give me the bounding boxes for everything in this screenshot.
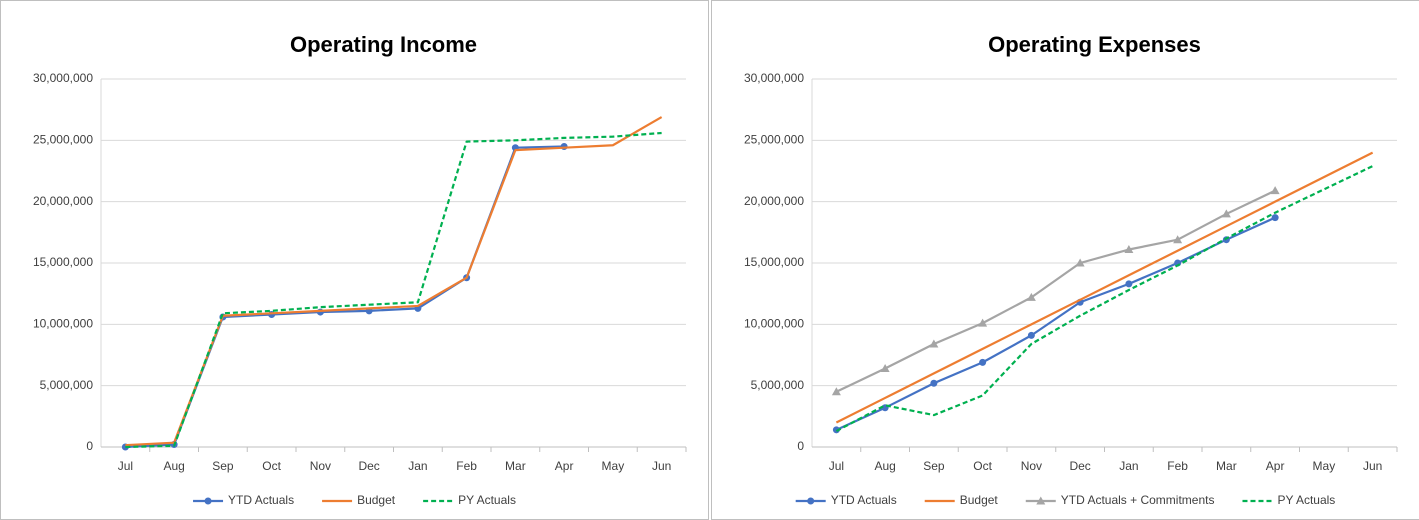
x-tick-label: Jul [829, 459, 844, 473]
y-tick-label: 25,000,000 [744, 133, 804, 147]
series-line [835, 189, 1276, 393]
point [1173, 235, 1183, 244]
chart-panel: Operating Income 0 5,000,000 10,000,000 15,0… [0, 0, 709, 520]
x-tick-label: Aug [874, 459, 895, 473]
x-tick-label: Nov [1021, 459, 1042, 473]
y-tick-label: 0 [797, 439, 804, 453]
x-tick-label: Dec [358, 459, 379, 473]
chart: Operating Income 0 5,000,000 10,000,000 15,0… [33, 32, 687, 507]
point [979, 358, 987, 366]
x-tick-label: Jun [652, 459, 671, 473]
y-tick-label: 15,000,000 [33, 255, 93, 269]
legend-label: PY Actuals [1277, 493, 1335, 507]
y-tick-label: 0 [86, 439, 93, 453]
point [978, 318, 988, 327]
point [1125, 280, 1133, 288]
point [930, 379, 938, 387]
x-tick-label: Feb [456, 459, 477, 473]
y-tick-label: 20,000,000 [744, 194, 804, 208]
y-tick-label: 30,000,000 [744, 71, 804, 85]
x-tick-label: Oct [973, 459, 992, 473]
x-tick-label: Jan [408, 459, 427, 473]
legend-item: PY Actuals [1242, 493, 1335, 507]
point [831, 387, 841, 396]
legend-label: YTD Actuals [228, 493, 294, 507]
y-tick-label: 20,000,000 [33, 194, 93, 208]
point [929, 339, 939, 348]
legend-marker [1036, 496, 1046, 505]
legend-item: YTD Actuals [795, 493, 897, 507]
x-tick-label: Feb [1167, 459, 1188, 473]
point [1124, 245, 1134, 254]
x-tick-label: Apr [555, 459, 574, 473]
point [1221, 209, 1231, 218]
legend-item: YTD Actuals [193, 493, 294, 507]
x-tick-label: Jun [1363, 459, 1382, 473]
point [1026, 292, 1036, 301]
x-tick-label: May [602, 459, 625, 473]
x-tick-label: Jan [1119, 459, 1138, 473]
chart-title: Operating Income [290, 32, 477, 57]
y-tick-label: 5,000,000 [40, 378, 94, 392]
y-tick-label: 25,000,000 [33, 133, 93, 147]
legend-label: PY Actuals [458, 493, 516, 507]
x-tick-label: May [1313, 459, 1336, 473]
series-line [125, 145, 565, 449]
legend: YTD Actuals Budget YTD Actuals + Commitmen… [795, 493, 1335, 507]
legend-item: YTD Actuals + Commitments [1025, 493, 1215, 507]
legend-item: PY Actuals [423, 493, 516, 507]
x-tick-label: Sep [212, 459, 234, 473]
series-line [125, 116, 663, 447]
legend-item: Budget [322, 493, 396, 507]
x-tick-label: Dec [1069, 459, 1090, 473]
legend-label: YTD Actuals + Commitments [1061, 493, 1215, 507]
chart-title: Operating Expenses [988, 32, 1201, 57]
series-line [835, 165, 1374, 433]
point [880, 363, 890, 372]
y-tick-label: 15,000,000 [744, 255, 804, 269]
chart: Operating Expenses 0 5,000,000 10,000,000 15… [744, 32, 1398, 507]
point [1027, 331, 1035, 339]
x-tick-label: Oct [262, 459, 281, 473]
x-tick-label: Nov [310, 459, 331, 473]
point [1271, 214, 1279, 222]
legend-label: Budget [357, 493, 396, 507]
y-tick-label: 10,000,000 [33, 317, 93, 331]
x-tick-label: Mar [505, 459, 526, 473]
chart-panel: Operating Expenses 0 5,000,000 10,000,000 15… [711, 0, 1419, 520]
series-line [125, 131, 662, 449]
legend-marker [807, 497, 815, 505]
series-line [835, 216, 1276, 431]
x-tick-label: Apr [1266, 459, 1285, 473]
y-tick-label: 30,000,000 [33, 71, 93, 85]
legend-label: Budget [960, 493, 999, 507]
x-tick-label: Mar [1216, 459, 1237, 473]
series-line [835, 151, 1374, 424]
point [1270, 186, 1280, 195]
x-tick-label: Aug [163, 459, 184, 473]
x-tick-label: Jul [118, 459, 133, 473]
point [1075, 258, 1085, 267]
legend-label: YTD Actuals [831, 493, 897, 507]
legend-item: Budget [924, 493, 999, 507]
legend-marker [204, 497, 212, 505]
x-tick-label: Sep [923, 459, 945, 473]
y-tick-label: 10,000,000 [744, 317, 804, 331]
y-tick-label: 5,000,000 [751, 378, 805, 392]
legend: YTD Actuals Budget PY Actuals [193, 493, 516, 507]
